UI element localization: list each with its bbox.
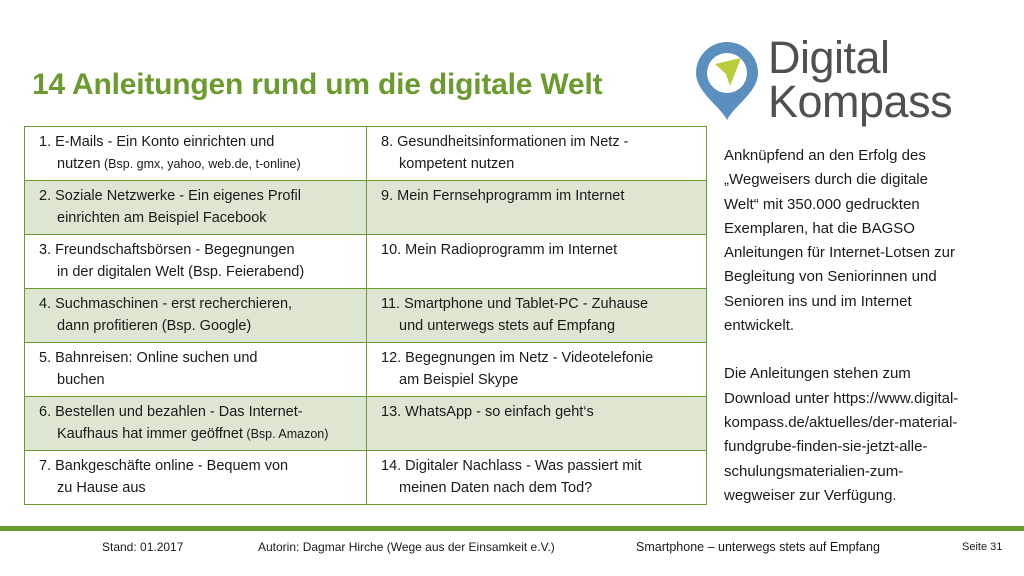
info-text-line: fundgrube-finden-sie-jetzt-alle- (724, 438, 928, 456)
table-row: 6. Bestellen und bezahlen - Das Internet… (24, 396, 707, 451)
guide-text-line: 13. WhatsApp - so einfach geht‘s (381, 404, 594, 420)
info-text: Anknüpfend an den Erfolg des „Wegweisers … (724, 144, 1014, 508)
info-text-line: wegweiser zur Verfügung. (724, 486, 897, 504)
guide-text-line: nutzen (Bsp. gmx, yahoo, web.de, t-onlin… (57, 156, 301, 172)
guide-text-line: 10. Mein Radioprogramm im Internet (381, 242, 618, 258)
guide-cell-right: 9. Mein Fernsehprogramm im Internet (366, 180, 707, 235)
logo-text-kompass: Kompass (768, 76, 953, 127)
guide-text-line: buchen (57, 372, 105, 388)
footer-topic: Smartphone – unterwegs stets auf Empfang (636, 540, 880, 554)
info-text-line: schulungsmaterialien-zum- (724, 462, 904, 480)
guide-text-line: 9. Mein Fernsehprogramm im Internet (381, 188, 625, 204)
info-text-line: Senioren ins und im Internet (724, 292, 912, 310)
footer-author: Autorin: Dagmar Hirche (Wege aus der Ein… (258, 540, 555, 554)
info-paragraph-download: Die Anleitungen stehen zum Download unter… (724, 362, 1014, 508)
info-text-line: Download unter https://www.digital- (724, 389, 959, 407)
info-text-line: „Wegweisers durch die digitale (724, 171, 928, 189)
guide-text-line: einrichten am Beispiel Facebook (57, 210, 267, 226)
guide-text-line: 5. Bahnreisen: Online suchen und (39, 350, 258, 366)
guide-text-line: meinen Daten nach dem Tod? (399, 480, 593, 496)
guide-cell-left: 2. Soziale Netzwerke - Ein eigenes Profi… (24, 180, 367, 235)
guide-text-line: 6. Bestellen und bezahlen - Das Internet… (39, 404, 303, 420)
footer-date: Stand: 01.2017 (102, 540, 184, 554)
guide-text-line: 1. E-Mails - Ein Konto einrichten und (39, 134, 275, 150)
guide-text-line: 4. Suchmaschinen - erst recherchieren, (39, 296, 293, 312)
info-text-line: Die Anleitungen stehen zum (724, 365, 911, 383)
guides-table: 1. E-Mails - Ein Konto einrichten und nut… (24, 126, 707, 505)
guide-text-line: am Beispiel Skype (399, 372, 519, 388)
guide-cell-left: 7. Bankgeschäfte online - Bequem von zu H… (24, 450, 367, 505)
guide-cell-right: 12. Begegnungen im Netz - Videotelefonie… (366, 342, 707, 397)
guide-text-line: in der digitalen Welt (Bsp. Feierabend) (57, 264, 305, 280)
info-paragraph-intro: Anknüpfend an den Erfolg des „Wegweisers … (724, 144, 1014, 338)
info-text-line: Exemplaren, hat die BAGSO (724, 219, 915, 237)
table-row: 7. Bankgeschäfte online - Bequem von zu H… (24, 450, 707, 505)
guide-text-line: 8. Gesundheitsinformationen im Netz - (381, 134, 629, 150)
guide-cell-left: 1. E-Mails - Ein Konto einrichten und nut… (24, 126, 367, 181)
info-text-line: Welt“ mit 350.000 gedruckten (724, 195, 920, 213)
table-row: 3. Freundschaftsbörsen - Begegnungen in d… (24, 234, 707, 289)
guide-text-line: 12. Begegnungen im Netz - Videotelefonie (381, 350, 654, 366)
table-row: 5. Bahnreisen: Online suchen und buchen 12… (24, 342, 707, 397)
table-row: 4. Suchmaschinen - erst recherchieren, da… (24, 288, 707, 343)
guide-cell-left: 3. Freundschaftsbörsen - Begegnungen in d… (24, 234, 367, 289)
guide-text-line: 14. Digitaler Nachlass - Was passiert mi… (381, 458, 642, 474)
guide-text-line: 11. Smartphone und Tablet-PC - Zuhause (381, 296, 649, 312)
logo-text-digital: Digital (768, 32, 890, 83)
guide-cell-right: 14. Digitaler Nachlass - Was passiert mi… (366, 450, 707, 505)
footer-page-number: Seite 31 (962, 541, 1003, 553)
guide-example-note: (Bsp. gmx, yahoo, web.de, t-online) (100, 157, 301, 171)
guide-cell-left: 6. Bestellen und bezahlen - Das Internet… (24, 396, 367, 451)
info-text-line: kompass.de/aktuelles/der-material- (724, 413, 958, 431)
table-row: 2. Soziale Netzwerke - Ein eigenes Profi… (24, 180, 707, 235)
guide-cell-right: 10. Mein Radioprogramm im Internet (366, 234, 707, 289)
guide-cell-right: 13. WhatsApp - so einfach geht‘s (366, 396, 707, 451)
page-title: 14 Anleitungen rund um die digitale Welt (32, 68, 603, 101)
info-text-line: Anknüpfend an den Erfolg des (724, 147, 926, 164)
guide-text-line: Kaufhaus hat immer geöffnet (Bsp. Amazon… (57, 426, 329, 442)
guide-example-note: (Bsp. Amazon) (242, 427, 329, 441)
digital-kompass-logo: Digital Kompass (690, 32, 990, 128)
guide-text-line: und unterwegs stets auf Empfang (399, 318, 616, 334)
map-pin-compass-icon (696, 42, 758, 120)
table-row: 1. E-Mails - Ein Konto einrichten und nut… (24, 126, 707, 181)
guide-text-line: kompetent nutzen (399, 156, 515, 172)
guide-text-line: 2. Soziale Netzwerke - Ein eigenes Profi… (39, 188, 301, 204)
guide-cell-right: 8. Gesundheitsinformationen im Netz - kom… (366, 126, 707, 181)
guide-cell-left: 5. Bahnreisen: Online suchen und buchen (24, 342, 367, 397)
guide-cell-left: 4. Suchmaschinen - erst recherchieren, da… (24, 288, 367, 343)
guide-text-line: zu Hause aus (57, 480, 146, 496)
guide-text-line: 7. Bankgeschäfte online - Bequem von (39, 458, 289, 474)
guide-text-line: 3. Freundschaftsbörsen - Begegnungen (39, 242, 295, 258)
guide-cell-right: 11. Smartphone und Tablet-PC - Zuhause un… (366, 288, 707, 343)
info-text-line: entwickelt. (724, 317, 795, 335)
info-text-line: Begleitung von Seniorinnen und (724, 268, 937, 286)
guide-text-line: dann profitieren (Bsp. Google) (57, 318, 252, 334)
footer-divider (0, 526, 1024, 531)
info-text-line: Anleitungen für Internet-Lotsen zur (724, 244, 955, 262)
